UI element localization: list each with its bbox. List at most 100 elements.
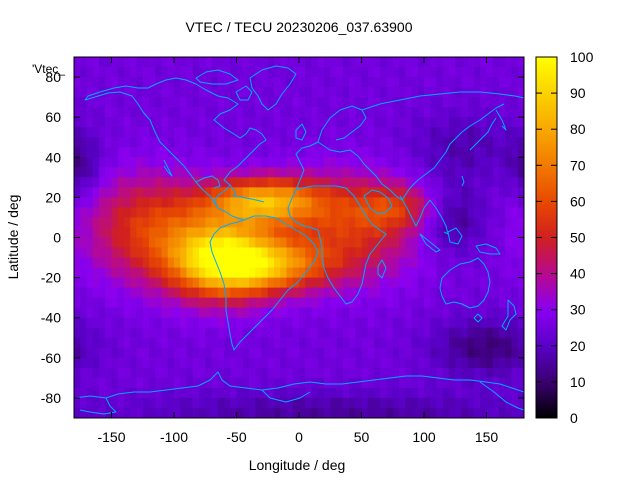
heat-cell (280, 117, 288, 128)
heat-cell (449, 107, 456, 118)
heat-cell (455, 77, 463, 88)
heat-cell (217, 227, 225, 239)
heat-cell (230, 397, 238, 409)
heat-cell (92, 197, 100, 209)
heat-cell (124, 107, 131, 118)
heat-cell (361, 147, 369, 158)
heat-cell (205, 197, 213, 209)
heat-cell (330, 127, 338, 138)
heat-cell (74, 287, 81, 299)
heat-cell (74, 337, 81, 349)
heat-cell (386, 67, 394, 78)
heat-cell (130, 347, 138, 359)
heat-cell (317, 307, 325, 319)
heat-cell (186, 277, 194, 289)
heat-cell (305, 257, 313, 269)
heat-cell (299, 127, 306, 138)
heat-cell (455, 267, 463, 279)
heat-cell (205, 227, 213, 239)
heat-cell (374, 397, 381, 409)
heat-cell (492, 127, 500, 138)
heat-cell (230, 97, 238, 108)
heat-cell (417, 97, 425, 108)
heat-cell (405, 57, 413, 68)
heat-cell (299, 147, 306, 158)
heat-cell (142, 247, 150, 259)
heat-cell (267, 387, 275, 399)
heat-cell (186, 137, 194, 148)
heat-cell (480, 177, 488, 188)
heat-cell (355, 257, 363, 269)
heat-cell (317, 217, 325, 229)
heat-cell (174, 377, 181, 389)
heat-cell (505, 157, 513, 168)
heat-cell (267, 257, 275, 269)
heat-cell (405, 377, 413, 389)
heat-cell (474, 277, 481, 289)
heat-cell (324, 287, 331, 299)
heat-cell (186, 167, 194, 178)
heat-cell (142, 177, 150, 188)
heat-cell (99, 227, 106, 239)
heat-cell (167, 227, 175, 239)
heat-cell (517, 267, 524, 279)
heat-cell (455, 367, 463, 379)
heat-cell (180, 207, 188, 219)
heat-cell (417, 237, 425, 249)
heat-cell (330, 87, 338, 98)
heat-cell (299, 227, 306, 239)
heat-cell (430, 167, 438, 178)
heat-cell (505, 87, 513, 98)
heat-cell (380, 307, 388, 319)
heat-cell (105, 87, 113, 98)
heat-cell (299, 107, 306, 118)
heat-cell (442, 357, 450, 369)
heat-cell (436, 327, 444, 339)
heat-cell (486, 217, 494, 229)
heat-cell (474, 337, 481, 349)
heat-cell (392, 187, 400, 198)
heat-cell (349, 337, 356, 349)
heat-cell (286, 267, 294, 279)
heat-cell (349, 297, 356, 309)
heat-cell (361, 107, 369, 118)
heat-cell (92, 157, 100, 168)
heat-cell (280, 177, 288, 188)
heat-cell (192, 357, 200, 369)
heat-cell (236, 397, 244, 409)
heat-cell (92, 347, 100, 359)
heat-cell (117, 157, 125, 168)
heat-cell (124, 187, 131, 198)
heat-cell (299, 97, 306, 108)
coastline-tasmania (473, 313, 483, 323)
heat-cell (374, 267, 381, 279)
heat-cell (117, 97, 125, 108)
heat-cell (224, 247, 231, 259)
heat-cell (486, 407, 494, 418)
heat-cell (455, 207, 463, 219)
heat-cell (430, 77, 438, 88)
heat-cell (311, 327, 319, 339)
heat-cell (355, 387, 363, 399)
heat-cell (155, 217, 163, 229)
heat-cell (274, 207, 281, 219)
heat-cell (330, 247, 338, 259)
heat-cell (286, 97, 294, 108)
heat-cell (461, 167, 469, 178)
heat-cell (161, 357, 169, 369)
heat-cell (430, 127, 438, 138)
heat-cell (492, 87, 500, 98)
heat-cell (424, 307, 431, 319)
heat-cell (499, 307, 506, 319)
heat-cell (242, 177, 250, 188)
heat-cell (499, 67, 506, 78)
heat-cell (280, 407, 288, 418)
heat-cell (80, 107, 88, 118)
heat-cell (174, 297, 181, 309)
coastline-weddell (261, 389, 311, 403)
heat-cell (286, 337, 294, 349)
heat-cell (224, 97, 231, 108)
heat-cell (442, 167, 450, 178)
heat-cell (424, 157, 431, 168)
heat-cell (486, 207, 494, 219)
